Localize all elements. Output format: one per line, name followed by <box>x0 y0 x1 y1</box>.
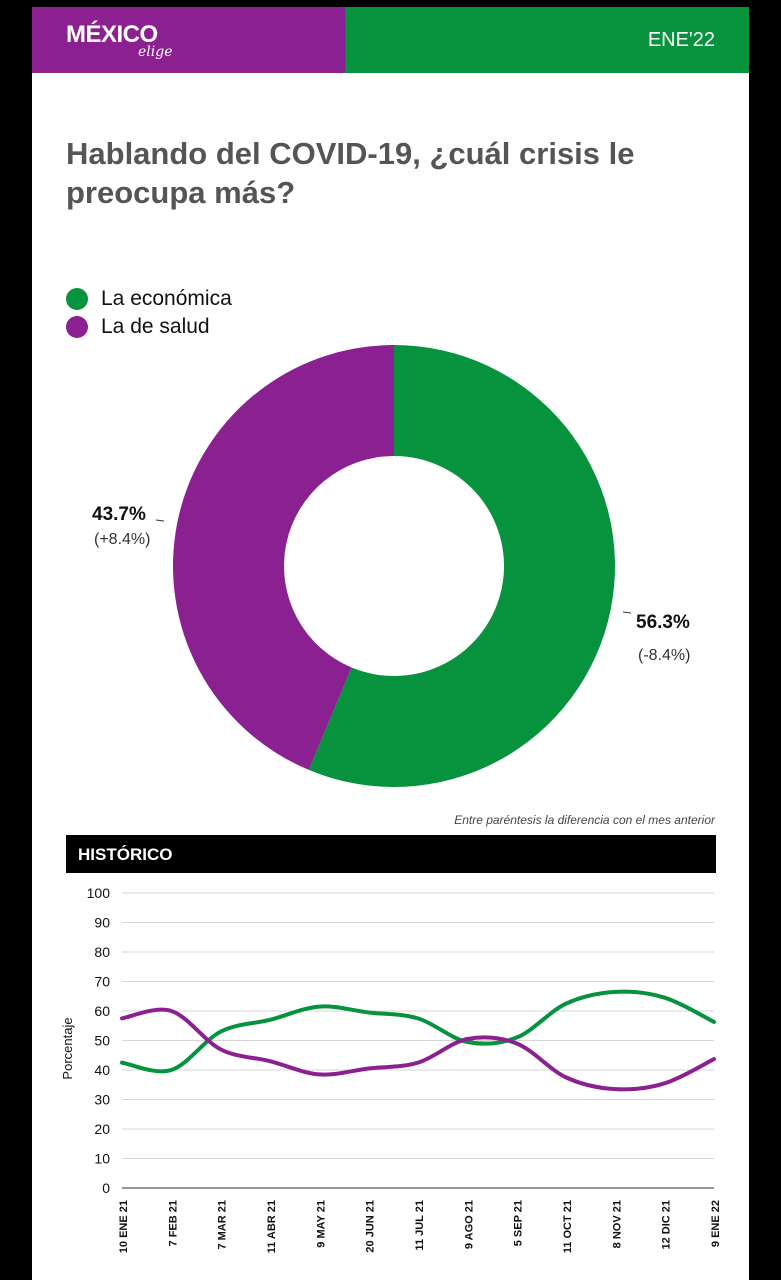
pct-label-salud: 43.7% <box>92 504 146 525</box>
logo-subtitle: elige <box>138 44 173 60</box>
leader-line-economica <box>622 611 632 614</box>
x-tick-label: 9 MAY 21 <box>315 1200 327 1248</box>
y-tick-label: 10 <box>94 1151 110 1167</box>
legend-dot-green <box>66 288 88 310</box>
survey-date: ENE'22 <box>647 29 715 51</box>
y-tick-label: 0 <box>102 1180 110 1196</box>
legend-dot-purple <box>66 316 88 338</box>
pct-label-economica: 56.3% <box>636 612 690 633</box>
y-tick-label: 50 <box>94 1033 110 1049</box>
series-line-1 <box>120 1007 716 1092</box>
x-tick-label: 11 ABR 21 <box>266 1200 278 1253</box>
y-tick-label: 90 <box>94 915 110 931</box>
y-tick-label: 30 <box>94 1092 110 1108</box>
delta-label-economica: (-8.4%) <box>638 647 691 664</box>
leader-line-salud <box>155 519 165 522</box>
x-tick-label: 7 FEB 21 <box>167 1200 179 1246</box>
x-tick-label: 9 ENE 22 <box>710 1200 722 1247</box>
y-axis-label: Porcentaje <box>60 1017 75 1079</box>
y-tick-label: 80 <box>94 944 110 960</box>
donut-slice-0 <box>308 345 615 787</box>
legend: La económica La de salud <box>66 285 232 341</box>
history-header: HISTÓRICO <box>66 835 716 873</box>
x-tick-label: 9 AGO 21 <box>463 1200 475 1249</box>
series-line-0 <box>120 989 716 1074</box>
x-tick-label: 20 JUN 21 <box>365 1200 377 1253</box>
x-tick-label: 10 ENE 21 <box>118 1200 130 1253</box>
x-tick-label: 8 NOV 21 <box>611 1200 623 1248</box>
x-tick-label: 12 DIC 21 <box>661 1200 673 1250</box>
legend-label: La de salud <box>101 315 210 338</box>
x-tick-label: 11 JUL 21 <box>414 1200 426 1251</box>
history-line-chart: 0 10 20 30 40 50 60 70 80 90 100 Porcentaje 10 ENE 2… <box>60 885 722 1253</box>
donut-chart <box>155 345 632 787</box>
y-tick-label: 70 <box>94 974 110 990</box>
question-title: Hablando del COVID-19, ¿cuál crisis le p… <box>66 136 635 210</box>
header-date-block: ENE'22 <box>345 7 749 73</box>
legend-item-salud: La de salud <box>66 313 232 341</box>
footnote: Entre paréntesis la diferencia con el me… <box>454 813 715 827</box>
y-tick-label: 60 <box>94 1003 110 1019</box>
legend-item-economica: La económica <box>66 285 232 313</box>
header-brand-block: MÉXICO elige <box>32 7 345 73</box>
history-title: HISTÓRICO <box>78 845 173 864</box>
legend-label: La económica <box>101 287 232 310</box>
donut-slice-1 <box>172 345 394 770</box>
x-tick-label: 5 SEP 21 <box>513 1200 525 1246</box>
delta-label-salud: (+8.4%) <box>94 531 151 548</box>
y-tick-label: 20 <box>94 1121 110 1137</box>
x-tick-label: 7 MAR 21 <box>217 1200 229 1250</box>
logo: MÉXICO <box>66 21 158 48</box>
x-tick-label: 11 OCT 21 <box>562 1200 574 1253</box>
y-tick-label: 40 <box>94 1062 110 1078</box>
infographic-card: MÉXICO elige ENE'22 Hablando del COVID-1… <box>32 7 749 1280</box>
y-tick-label: 100 <box>87 885 111 901</box>
